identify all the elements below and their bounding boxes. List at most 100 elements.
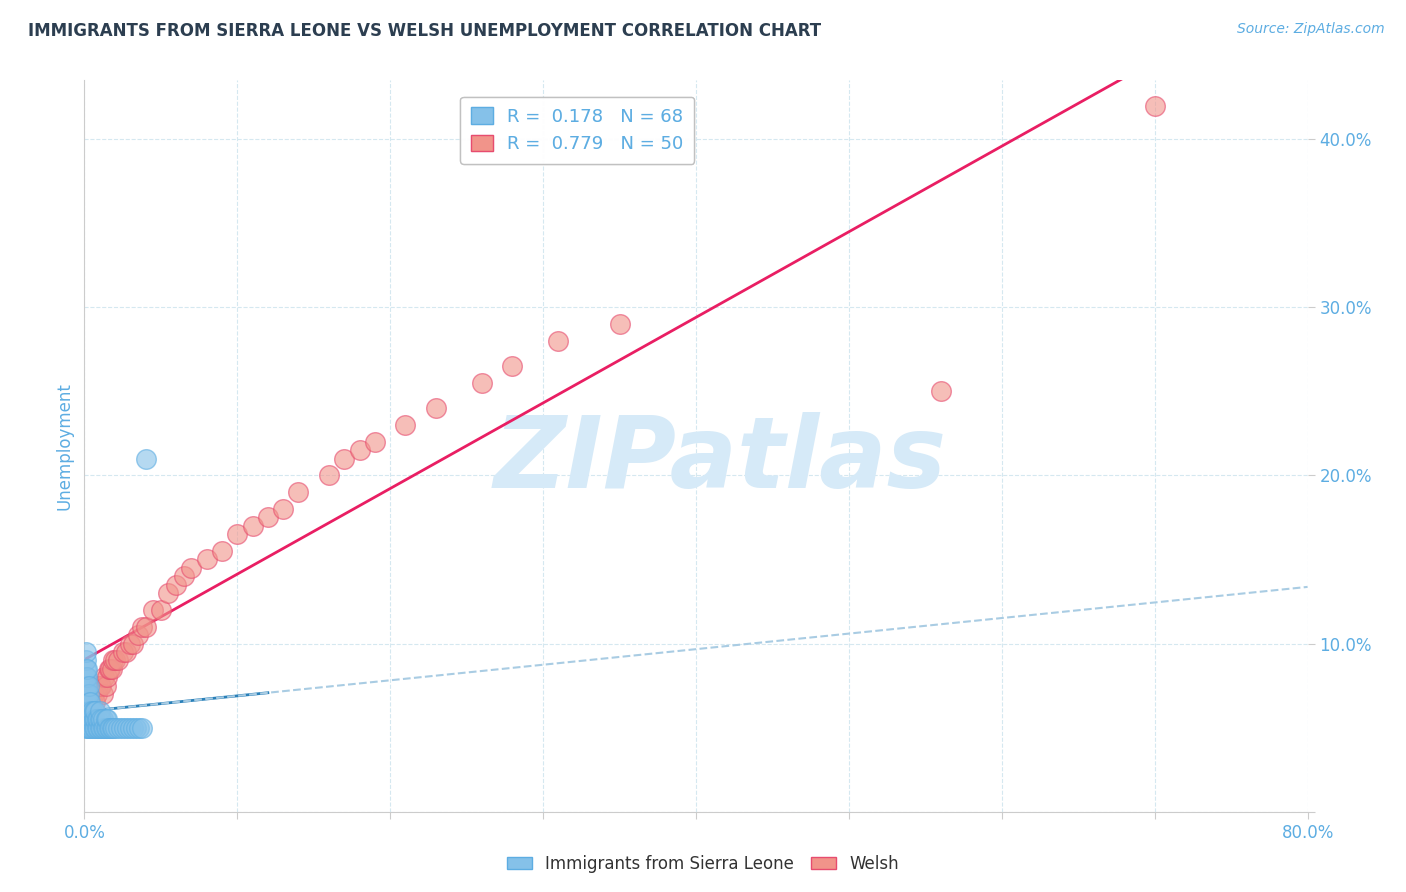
- Point: [75, 653, 97, 667]
- Point: [86, 712, 108, 726]
- Point: [76, 712, 98, 726]
- Point: [101, 721, 124, 735]
- Point: [89, 721, 111, 735]
- Point: [104, 721, 127, 735]
- Point: [128, 721, 150, 735]
- Point: [77, 679, 100, 693]
- Point: [83, 721, 105, 735]
- Point: [115, 721, 138, 735]
- Point: [333, 451, 356, 466]
- Point: [86, 721, 108, 735]
- Point: [83, 712, 105, 726]
- Point: [111, 645, 134, 659]
- Point: [125, 721, 148, 735]
- Point: [75, 670, 97, 684]
- Point: [112, 721, 135, 735]
- Point: [76, 679, 98, 693]
- Point: [77, 687, 100, 701]
- Point: [114, 645, 136, 659]
- Point: [91, 712, 114, 726]
- Point: [80, 721, 103, 735]
- Point: [271, 502, 294, 516]
- Point: [76, 704, 98, 718]
- Point: [104, 653, 127, 667]
- Point: [1143, 98, 1166, 112]
- Point: [226, 527, 249, 541]
- Point: [76, 670, 98, 684]
- Point: [471, 376, 494, 390]
- Point: [79, 704, 101, 718]
- Point: [90, 721, 112, 735]
- Point: [91, 687, 114, 701]
- Point: [364, 434, 387, 449]
- Point: [131, 620, 153, 634]
- Legend: R =  0.178   N = 68, R =  0.779   N = 50: R = 0.178 N = 68, R = 0.779 N = 50: [460, 96, 695, 164]
- Point: [149, 603, 172, 617]
- Point: [80, 695, 103, 709]
- Point: [103, 721, 125, 735]
- Point: [77, 712, 100, 726]
- Point: [77, 704, 100, 718]
- Point: [173, 569, 195, 583]
- Point: [87, 679, 110, 693]
- Point: [94, 679, 117, 693]
- Point: [122, 721, 145, 735]
- Point: [77, 704, 100, 718]
- Text: ZIPatlas: ZIPatlas: [494, 412, 948, 509]
- Point: [142, 603, 165, 617]
- Y-axis label: Unemployment: Unemployment: [55, 382, 73, 510]
- Point: [425, 401, 447, 416]
- Point: [84, 712, 107, 726]
- Point: [94, 712, 117, 726]
- Point: [76, 662, 98, 676]
- Point: [394, 417, 416, 432]
- Point: [90, 712, 112, 726]
- Point: [76, 687, 98, 701]
- Point: [211, 544, 233, 558]
- Point: [87, 721, 110, 735]
- Point: [97, 662, 120, 676]
- Point: [75, 712, 97, 726]
- Point: [75, 721, 97, 735]
- Point: [318, 468, 340, 483]
- Point: [77, 695, 100, 709]
- Point: [101, 662, 124, 676]
- Point: [547, 334, 569, 348]
- Point: [107, 721, 129, 735]
- Point: [97, 721, 120, 735]
- Legend: Immigrants from Sierra Leone, Welsh: Immigrants from Sierra Leone, Welsh: [501, 848, 905, 880]
- Point: [257, 510, 280, 524]
- Point: [86, 687, 108, 701]
- Point: [77, 721, 100, 735]
- Point: [120, 721, 142, 735]
- Point: [83, 687, 105, 701]
- Point: [107, 653, 129, 667]
- Point: [93, 721, 115, 735]
- Point: [75, 695, 97, 709]
- Point: [75, 687, 97, 701]
- Point: [75, 704, 97, 718]
- Point: [609, 317, 631, 331]
- Point: [349, 443, 371, 458]
- Point: [242, 519, 264, 533]
- Point: [180, 561, 202, 575]
- Point: [135, 620, 157, 634]
- Point: [91, 721, 114, 735]
- Point: [96, 670, 118, 684]
- Point: [131, 721, 153, 735]
- Point: [110, 721, 132, 735]
- Point: [89, 712, 111, 726]
- Point: [98, 662, 121, 676]
- Point: [502, 359, 524, 373]
- Point: [287, 485, 309, 500]
- Point: [89, 704, 111, 718]
- Point: [79, 712, 101, 726]
- Point: [79, 721, 101, 735]
- Point: [120, 636, 142, 650]
- Point: [80, 704, 103, 718]
- Point: [135, 451, 157, 466]
- Point: [93, 670, 115, 684]
- Point: [157, 586, 180, 600]
- Point: [90, 679, 112, 693]
- Point: [929, 384, 952, 399]
